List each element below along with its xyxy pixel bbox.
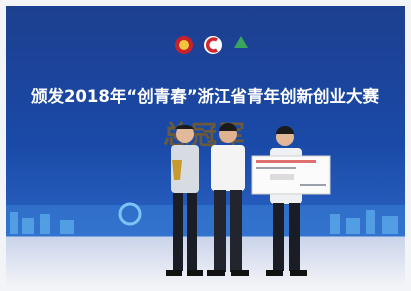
photo: 颁发2018年“创青春”浙江省青年创新创业大赛 总冠军 (0, 0, 411, 291)
prize-board (252, 156, 330, 194)
logo-inner (179, 40, 189, 50)
stage-floor (6, 236, 405, 285)
banner-title: 颁发2018年“创青春”浙江省青年创新创业大赛 (31, 86, 380, 106)
